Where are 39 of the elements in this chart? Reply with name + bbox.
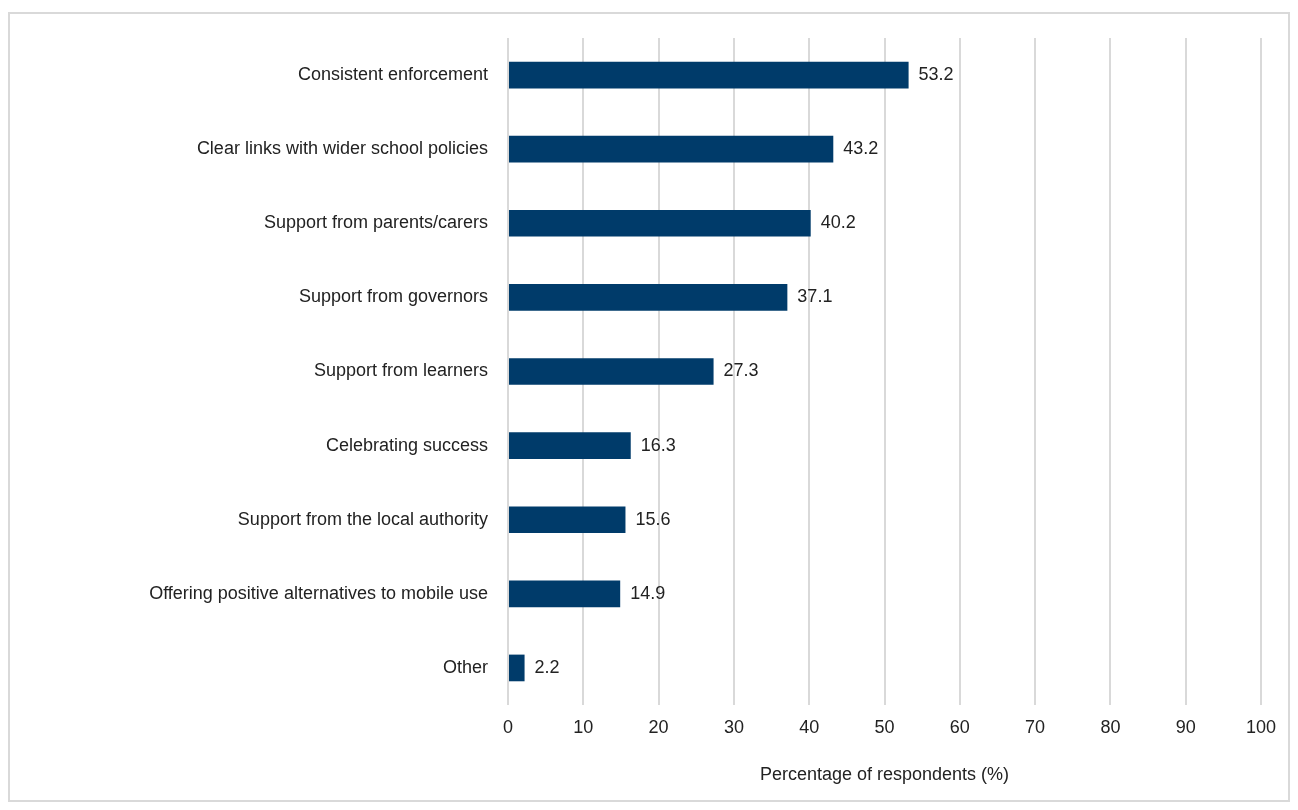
bar	[509, 135, 834, 163]
data-label: 14.9	[630, 582, 666, 603]
x-tick-label: 50	[874, 716, 895, 737]
bar	[509, 432, 631, 459]
y-tick-label: Other	[442, 656, 488, 677]
x-axis-title: Percentage of respondents (%)	[759, 764, 1010, 785]
x-tick-label: 60	[949, 716, 970, 737]
y-tick-label: Celebrating success	[325, 434, 488, 455]
data-label: 40.2	[820, 212, 856, 233]
data-label: 27.3	[723, 360, 759, 381]
y-tick-label: Support from parents/carers	[263, 212, 488, 233]
data-label: 2.2	[534, 656, 560, 677]
data-label: 16.3	[640, 434, 676, 455]
bar	[509, 209, 811, 237]
bar	[509, 284, 788, 311]
x-tick-label: 100	[1245, 716, 1277, 737]
bar	[509, 506, 626, 534]
bar	[509, 358, 714, 385]
data-label: 43.2	[843, 138, 879, 159]
y-tick-label: Clear links with wider school policies	[196, 138, 488, 159]
x-tick-label: 0	[502, 716, 514, 737]
y-tick-label: Support from the local authority	[237, 508, 488, 529]
x-tick-label: 90	[1175, 716, 1196, 737]
x-tick-label: 30	[723, 716, 744, 737]
x-tick-label: 70	[1025, 716, 1046, 737]
bar	[509, 580, 621, 608]
y-tick-label: Support from learners	[313, 360, 488, 381]
data-label: 15.6	[635, 508, 671, 529]
y-tick-label: Support from governors	[298, 286, 488, 307]
x-tick-label: 40	[799, 716, 820, 737]
bar	[509, 61, 909, 89]
y-tick-label: Consistent enforcement	[297, 64, 488, 85]
x-tick-label: 20	[648, 716, 669, 737]
bar	[509, 654, 525, 682]
y-tick-label: Offering positive alternatives to mobile use	[149, 582, 488, 603]
x-tick-label: 10	[573, 716, 594, 737]
data-label: 37.1	[797, 286, 833, 307]
data-label: 53.2	[918, 64, 954, 85]
x-tick-label: 80	[1100, 716, 1121, 737]
